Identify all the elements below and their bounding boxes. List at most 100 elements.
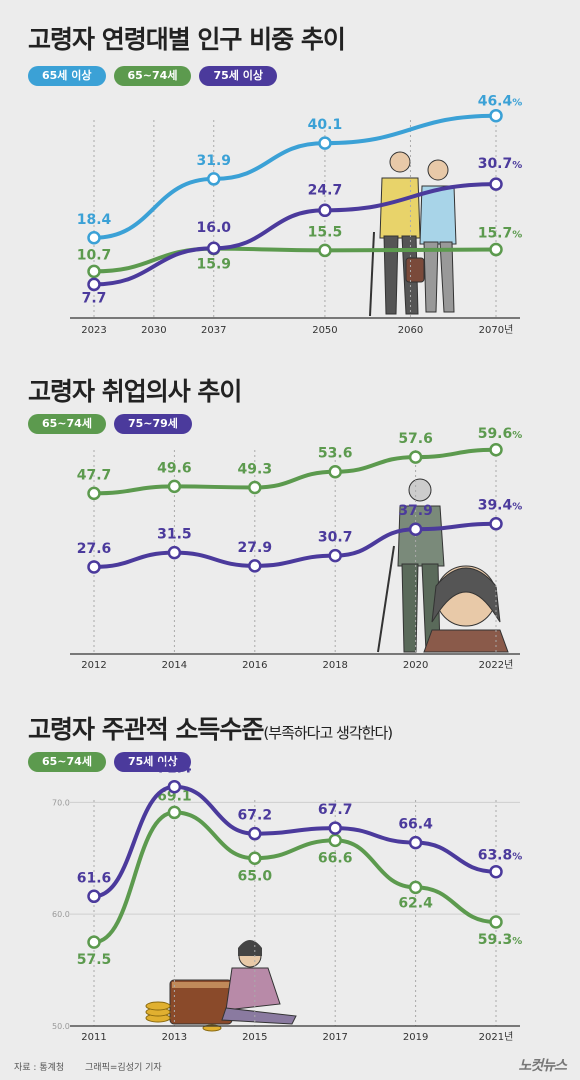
x-tick-label: 2050 [312, 325, 337, 336]
legend-employment: 65~74세 75~79세 [28, 414, 192, 434]
data-label: 31.9 [196, 153, 231, 169]
data-point [328, 464, 342, 479]
data-label: 47.7 [77, 467, 112, 483]
legend-75plus: 75세 이상 [199, 66, 277, 86]
x-tick-label: 2012 [81, 660, 106, 671]
data-label: 39.4% [478, 498, 523, 514]
legend-65-74: 65~74세 [28, 414, 106, 434]
x-tick-label: 2011 [81, 1032, 106, 1043]
chart-income: 70.0 60.0 50.0 2011 2013 2015 2017 2019 2021년 57.… [52, 761, 523, 1043]
data-point [87, 935, 101, 949]
data-point [489, 242, 503, 257]
data-label: 67.7 [318, 802, 353, 818]
elderly-worker-illustration [377, 478, 509, 653]
data-label: 67.2 [238, 808, 273, 824]
section-income: 고령자 주관적 소득수준(부족하다고 생각한다) 65~74세 75세 이상 7… [0, 700, 580, 1050]
data-point [167, 805, 182, 820]
series-line [92, 246, 498, 274]
x-tick-label: 2016 [242, 660, 267, 671]
x-tick-label: 2022년 [479, 659, 514, 671]
series-line [92, 447, 498, 496]
data-label: 53.6 [318, 446, 353, 462]
data-label: 24.7 [308, 182, 343, 198]
data-point [87, 486, 101, 501]
data-point [206, 172, 221, 186]
elderly-couple-illustration [369, 151, 457, 317]
data-label: 10.7 [77, 247, 112, 263]
footer-credits: 자료 : 통계청 그래픽=김성기 기자 [14, 1060, 180, 1073]
footer-source: 자료 : 통계청 [14, 1063, 65, 1073]
data-point [328, 548, 342, 563]
data-label: 63.8% [478, 848, 523, 864]
x-tick-label: 2019 [403, 1032, 428, 1043]
chart-title-income-main: 고령자 주관적 소득수준 [28, 715, 264, 744]
legend-75-79: 75~79세 [113, 414, 192, 434]
x-tick-label: 2037 [201, 325, 226, 336]
data-point [206, 241, 221, 255]
data-point [87, 889, 101, 904]
x-tick-label: 2060 [398, 325, 423, 336]
data-label: 66.4 [398, 817, 433, 833]
data-label: 31.5 [157, 527, 192, 543]
data-label: 15.7% [478, 226, 523, 242]
data-point [248, 480, 262, 495]
x-tick-label: 2021년 [479, 1031, 514, 1043]
legend-income: 65~74세 75세 이상 [28, 752, 192, 772]
legend-65-74: 65~74세 [28, 752, 106, 772]
data-point [248, 826, 262, 841]
data-label: 30.7 [318, 530, 353, 546]
data-point [167, 779, 182, 794]
series-line [92, 521, 498, 569]
data-point [489, 108, 503, 123]
data-point [87, 560, 101, 574]
section-employment: 고령자 취업의사 추이 65~74세 75~79세 2012 2014 2016 20… [0, 360, 580, 690]
data-point [318, 243, 332, 258]
series-line [92, 113, 498, 240]
series-line [92, 784, 498, 899]
data-point [318, 136, 332, 150]
data-point [408, 450, 423, 464]
data-point [328, 821, 342, 835]
chart-title-income-sub: (부족하다고 생각한다) [263, 724, 393, 742]
x-tick-label: 2070년 [479, 324, 514, 336]
data-point [408, 835, 423, 850]
data-label: 66.6 [318, 850, 353, 866]
data-point [167, 479, 182, 494]
data-point [248, 851, 262, 866]
data-point [87, 264, 101, 279]
y-tick-label: 50.0 [52, 1022, 70, 1031]
data-label: 7.7 [82, 290, 107, 306]
data-point [489, 516, 503, 531]
data-label: 57.5 [77, 952, 112, 968]
data-label: 15.5 [308, 224, 343, 240]
data-label: 59.3% [478, 932, 523, 948]
data-point [408, 522, 423, 536]
y-tick-label: 60.0 [52, 910, 70, 919]
x-tick-label: 2020 [403, 660, 428, 671]
data-point [489, 443, 503, 457]
legend-population: 65세 이상 65~74세 75세 이상 [28, 66, 277, 86]
poor-elder-illustration [145, 940, 297, 1032]
data-point [167, 545, 182, 560]
data-label: 27.9 [238, 540, 273, 556]
data-point [87, 231, 101, 245]
data-label: 15.9 [196, 257, 231, 273]
data-label: 37.9 [398, 503, 433, 519]
data-label: 18.4 [77, 212, 112, 228]
data-point [248, 559, 262, 573]
chart-employment: 2012 2014 2016 2018 2020 2022년 47.7 49.6 49.3 53.… [70, 426, 523, 671]
chart-title-income: 고령자 주관적 소득수준(부족하다고 생각한다) [28, 710, 393, 746]
legend-75plus: 75세 이상 [113, 752, 192, 772]
series-line [92, 182, 498, 287]
data-point [328, 833, 342, 848]
legend-65plus: 65세 이상 [28, 66, 106, 86]
data-point [489, 177, 503, 191]
data-label: 30.7% [478, 156, 523, 172]
data-label: 40.1 [308, 117, 343, 133]
data-label: 46.4% [478, 94, 523, 110]
data-label: 61.6 [77, 870, 112, 886]
x-tick-label: 2030 [141, 325, 166, 336]
section-population: 고령자 연령대별 인구 비중 추이 65세 이상 65~74세 75세 이상 2… [0, 0, 580, 350]
data-label: 27.6 [77, 541, 112, 557]
x-tick-label: 2017 [322, 1032, 347, 1043]
